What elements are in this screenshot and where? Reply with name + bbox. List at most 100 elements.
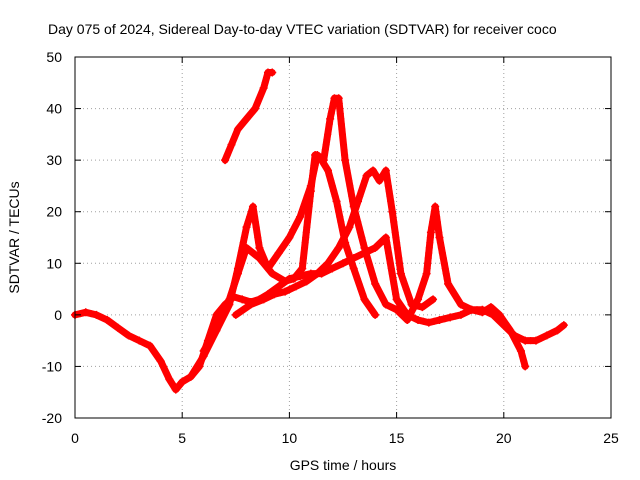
marker bbox=[358, 234, 366, 241]
marker bbox=[400, 280, 408, 288]
marker bbox=[286, 285, 294, 293]
marker bbox=[277, 275, 285, 283]
marker bbox=[169, 380, 177, 388]
marker bbox=[491, 307, 499, 315]
marker bbox=[250, 208, 258, 216]
marker bbox=[383, 177, 391, 185]
marker bbox=[340, 234, 348, 241]
marker bbox=[388, 203, 396, 211]
data-point bbox=[313, 269, 322, 278]
data-point bbox=[242, 223, 251, 232]
marker bbox=[386, 192, 394, 200]
marker bbox=[379, 295, 387, 303]
marker bbox=[347, 218, 355, 226]
marker bbox=[282, 239, 290, 247]
data-point bbox=[212, 326, 221, 335]
data-point bbox=[248, 202, 257, 211]
marker bbox=[421, 275, 429, 283]
data-point bbox=[371, 279, 380, 288]
marker bbox=[349, 213, 357, 221]
marker bbox=[441, 264, 449, 272]
marker bbox=[98, 313, 106, 321]
data-point bbox=[146, 341, 155, 350]
data-point bbox=[274, 282, 283, 291]
marker bbox=[447, 285, 455, 293]
data-point bbox=[478, 308, 487, 317]
marker bbox=[343, 166, 351, 174]
data-point bbox=[165, 375, 174, 384]
marker bbox=[239, 254, 247, 262]
marker bbox=[387, 197, 395, 205]
x-tick-label: 15 bbox=[389, 430, 405, 446]
data-point bbox=[495, 310, 504, 319]
series-arc-peak-14 bbox=[231, 166, 438, 319]
marker bbox=[334, 262, 342, 270]
marker bbox=[232, 130, 240, 138]
marker bbox=[527, 337, 535, 345]
marker bbox=[237, 307, 245, 315]
data-point bbox=[360, 243, 369, 252]
data-point bbox=[486, 303, 495, 312]
data-point bbox=[311, 150, 320, 159]
data-point bbox=[270, 290, 279, 299]
marker bbox=[87, 310, 95, 318]
data-point bbox=[345, 223, 354, 232]
marker bbox=[352, 270, 360, 278]
data-point bbox=[444, 279, 453, 288]
marker bbox=[355, 280, 363, 288]
marker bbox=[430, 317, 438, 325]
marker bbox=[385, 254, 393, 262]
y-tick-label: 50 bbox=[46, 49, 62, 65]
marker bbox=[347, 187, 355, 195]
marker bbox=[361, 177, 369, 185]
data-point bbox=[332, 197, 341, 206]
marker bbox=[329, 99, 337, 107]
data-point bbox=[403, 316, 412, 325]
marker bbox=[345, 249, 353, 257]
marker bbox=[338, 223, 346, 231]
data-point bbox=[381, 300, 390, 309]
data-point bbox=[221, 156, 230, 165]
marker bbox=[293, 218, 301, 226]
data-point bbox=[381, 166, 390, 175]
data-point bbox=[328, 264, 337, 273]
marker bbox=[377, 290, 385, 298]
marker bbox=[160, 363, 168, 371]
data-point bbox=[259, 295, 268, 304]
marker bbox=[399, 275, 407, 283]
marker bbox=[393, 244, 401, 252]
marker bbox=[346, 182, 354, 190]
marker bbox=[392, 290, 400, 298]
marker bbox=[348, 259, 356, 267]
marker bbox=[328, 254, 336, 262]
marker bbox=[391, 285, 399, 293]
data-point bbox=[392, 305, 401, 314]
marker bbox=[368, 270, 376, 278]
marker bbox=[384, 244, 392, 252]
data-point bbox=[291, 282, 300, 291]
plot-frame bbox=[74, 56, 612, 419]
marker bbox=[298, 208, 306, 216]
marker bbox=[343, 228, 351, 236]
marker bbox=[301, 271, 309, 279]
marker bbox=[294, 270, 302, 278]
data-point bbox=[186, 372, 195, 381]
marker bbox=[355, 223, 363, 231]
x-tick-label: 5 bbox=[178, 430, 186, 446]
marker bbox=[229, 285, 237, 293]
marker bbox=[251, 218, 259, 226]
marker bbox=[462, 303, 470, 311]
marker bbox=[390, 223, 398, 231]
marker bbox=[402, 285, 410, 293]
marker bbox=[355, 252, 363, 260]
data-point bbox=[521, 362, 530, 371]
data-point bbox=[246, 300, 255, 309]
data-point bbox=[418, 303, 427, 312]
marker bbox=[409, 306, 417, 314]
marker bbox=[503, 321, 511, 329]
x-axis-label: GPS time / hours bbox=[290, 457, 397, 473]
marker bbox=[473, 307, 481, 315]
marker bbox=[392, 234, 400, 241]
marker bbox=[374, 285, 382, 293]
